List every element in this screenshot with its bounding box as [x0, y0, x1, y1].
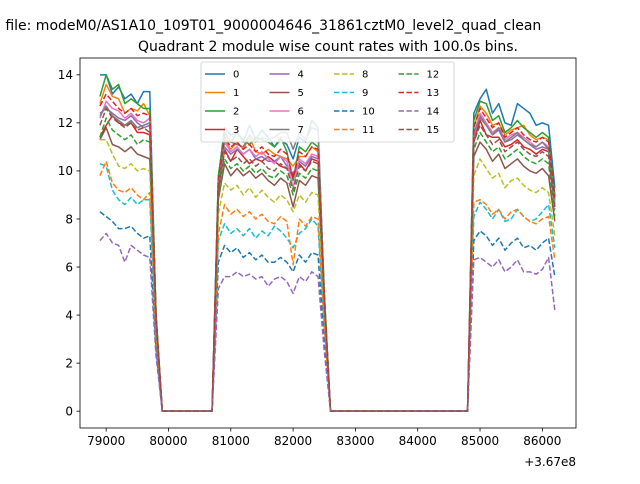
y-tick-label: 0	[65, 404, 73, 418]
x-axis: 79000 80000 81000 82000 83000 84000 85000 86000	[87, 428, 561, 448]
legend-label-7: 7	[298, 125, 304, 136]
legend-box	[200, 61, 455, 143]
x-tick-label: 85000	[461, 434, 499, 448]
legend-label-8: 8	[362, 70, 368, 81]
chart-title: Quadrant 2 module wise count rates with …	[138, 39, 518, 55]
legend-label-3: 3	[233, 125, 239, 136]
legend-label-9: 9	[362, 88, 368, 99]
x-tick-label: 81000	[212, 434, 250, 448]
legend-label-11: 11	[362, 125, 375, 136]
legend-label-2: 2	[233, 107, 239, 118]
y-tick-label: 6	[65, 260, 73, 274]
x-tick-label: 80000	[149, 434, 187, 448]
legend-label-4: 4	[298, 70, 304, 81]
figure-suptitle: n file: modeM0/AS1A10_109T01_9000004646_…	[0, 18, 541, 34]
y-axis: 0 2 4 6 8 10 12 14	[58, 68, 80, 418]
x-tick-label: 83000	[336, 434, 374, 448]
y-tick-label: 12	[58, 116, 73, 130]
x-tick-label: 79000	[87, 434, 125, 448]
plot-frame	[79, 57, 577, 429]
legend-label-15: 15	[427, 125, 440, 136]
y-tick-label: 14	[58, 68, 73, 82]
y-tick-label: 2	[65, 356, 73, 370]
y-tick-label: 10	[58, 164, 73, 178]
series-line-15	[99, 107, 556, 412]
y-tick-label: 8	[65, 212, 73, 226]
legend-label-12: 12	[427, 70, 440, 81]
legend-label-13: 13	[427, 88, 440, 99]
series-layer	[99, 74, 556, 412]
series-line-14	[99, 232, 556, 412]
legend-label-1: 1	[233, 88, 239, 99]
legend-label-10: 10	[362, 107, 375, 118]
legend-label-14: 14	[427, 107, 440, 118]
legend-label-5: 5	[298, 88, 304, 99]
legend-label-0: 0	[233, 70, 239, 81]
y-tick-label: 4	[65, 308, 73, 322]
x-tick-label: 82000	[274, 434, 312, 448]
x-offset-label: +3.67e8	[524, 455, 576, 469]
x-tick-label: 86000	[523, 434, 561, 448]
legend-label-6: 6	[298, 107, 304, 118]
x-tick-label: 84000	[399, 434, 437, 448]
